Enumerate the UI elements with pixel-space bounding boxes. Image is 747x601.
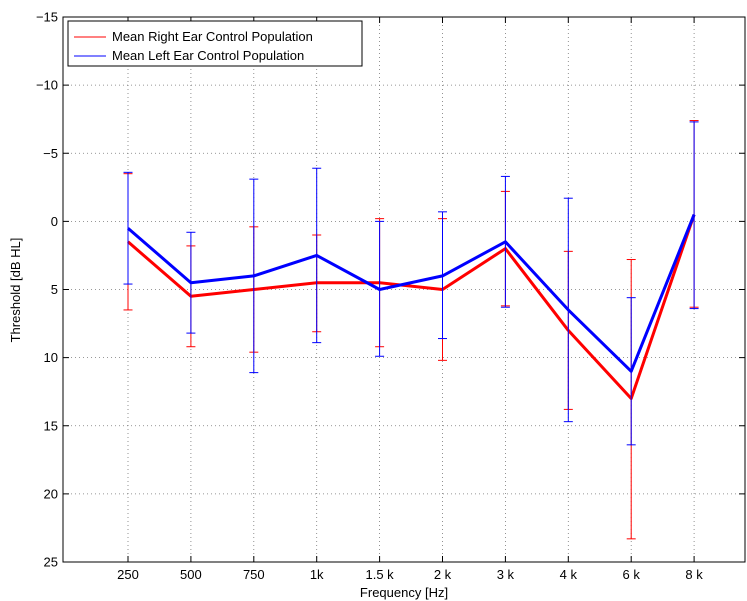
x-tick-label: 4 k [560, 567, 578, 582]
y-tick-label: 15 [44, 418, 58, 433]
x-tick-label: 2 k [434, 567, 452, 582]
y-tick-label: 0 [51, 214, 58, 229]
x-tick-label: 750 [243, 567, 265, 582]
y-tick-label: 25 [44, 555, 58, 570]
series-layer [123, 120, 699, 540]
legend-label-left-ear: Mean Left Ear Control Population [112, 48, 304, 63]
legend: Mean Right Ear Control Population Mean L… [67, 20, 363, 67]
y-axis-label: Threshold [dB HL] [8, 238, 23, 343]
y-tick-label: −15 [36, 10, 58, 25]
y-tick-label: 10 [44, 350, 58, 365]
y-tick-label: 20 [44, 486, 58, 501]
y-tick-label: −10 [36, 78, 58, 93]
x-tick-label: 500 [180, 567, 202, 582]
grid-lines [63, 17, 745, 562]
y-axis: −15 −10 −5 0 5 10 15 20 25 [36, 10, 745, 570]
x-tick-label: 1k [310, 567, 324, 582]
x-axis: 250 500 750 1k 1.5 k 2 k 3 k 4 k 6 k 8 k [117, 17, 703, 582]
y-tick-label: −5 [43, 146, 58, 161]
series-line [127, 214, 696, 400]
x-tick-label: 3 k [497, 567, 515, 582]
legend-label-right-ear: Mean Right Ear Control Population [112, 29, 313, 44]
x-axis-label: Frequency [Hz] [360, 585, 448, 600]
x-tick-label: 1.5 k [366, 567, 395, 582]
x-tick-label: 6 k [623, 567, 641, 582]
series-right-ear [123, 120, 699, 540]
x-tick-label: 8 k [685, 567, 703, 582]
x-tick-label: 250 [117, 567, 139, 582]
series-line [127, 214, 696, 373]
series-left-ear [123, 121, 699, 446]
y-tick-label: 5 [51, 282, 58, 297]
legend-box [67, 20, 363, 67]
